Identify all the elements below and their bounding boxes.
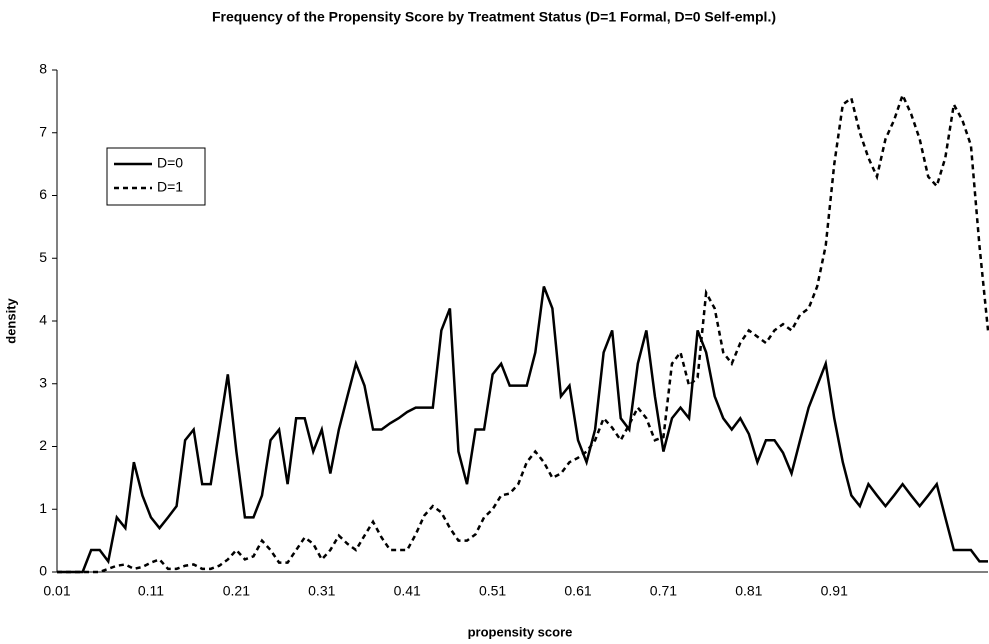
y-tick-label: 7 [39, 123, 47, 139]
series-line [57, 286, 988, 574]
legend-box [106, 147, 206, 206]
x-axis-title: propensity score [468, 624, 573, 639]
legend-label: D=0 [157, 155, 183, 171]
x-tick-label: 0.71 [650, 583, 677, 599]
x-tick-label: 0.31 [308, 583, 335, 599]
legend-label: D=1 [157, 179, 183, 195]
series-line [57, 91, 989, 574]
y-tick-label: 3 [39, 374, 47, 390]
x-tick-label: 0.81 [735, 583, 762, 599]
y-tick-label: 5 [39, 249, 47, 265]
y-tick-label: 4 [39, 312, 47, 328]
chart-title: Frequency of the Propensity Score by Tre… [212, 9, 776, 25]
x-tick-label: 0.51 [479, 583, 506, 599]
y-tick-label: 6 [39, 186, 47, 202]
x-tick-label: 0.41 [394, 583, 421, 599]
y-tick-label: 0 [39, 563, 47, 579]
x-tick-label: 0.21 [223, 583, 250, 599]
y-tick-label: 2 [39, 437, 47, 453]
x-tick-label: 0.61 [564, 583, 591, 599]
y-tick-label: 8 [39, 61, 47, 77]
x-tick-label: 0.91 [821, 583, 848, 599]
y-axis-title: density [3, 297, 18, 343]
x-tick-label: 0.01 [43, 583, 70, 599]
x-tick-label: 0.11 [138, 583, 164, 599]
y-tick-label: 1 [39, 500, 47, 516]
